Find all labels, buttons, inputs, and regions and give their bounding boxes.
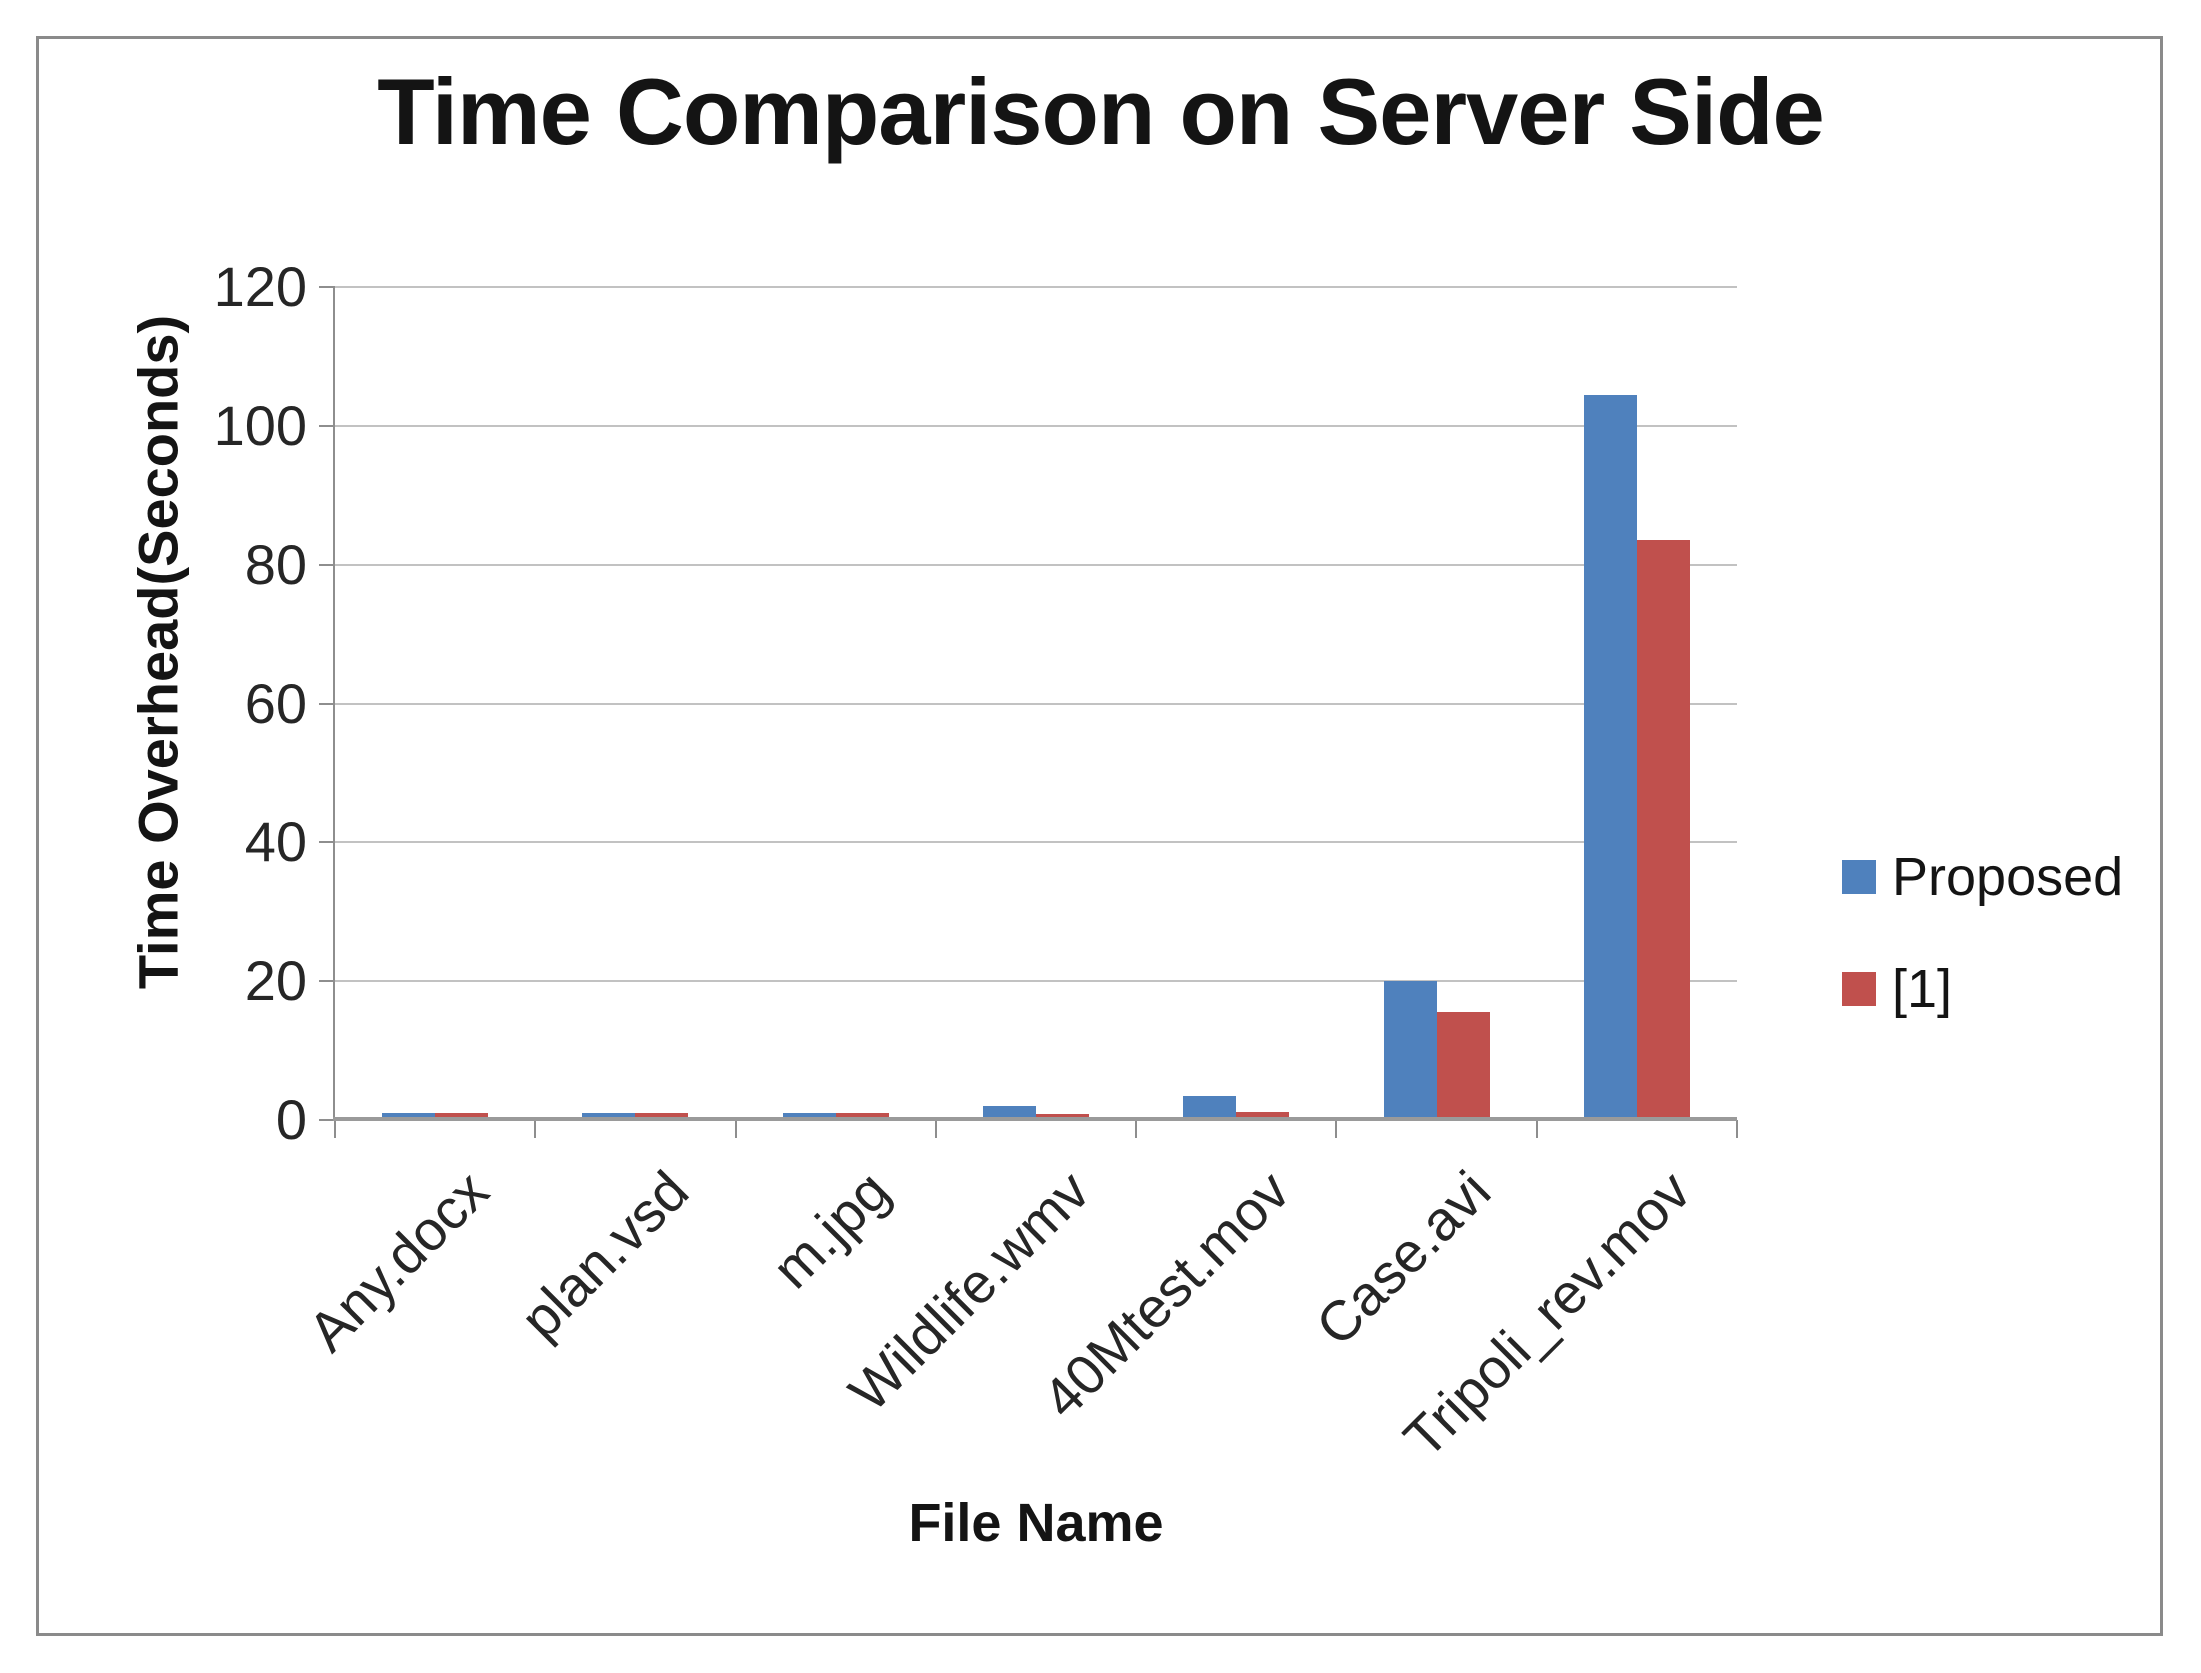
x-axis-title: File Name [908,1493,1164,1553]
bar-proposed-6 [1583,394,1637,1120]
bar-proposed-1 [582,1113,636,1120]
y-tick-label: 40 [244,810,307,874]
legend-label-ref1: [1] [1892,959,1953,1019]
y-tick-mark [319,841,335,844]
x-tick-mark [1736,1120,1738,1138]
legend-swatch-ref1 [1842,972,1876,1006]
x-tick-mark [934,1120,937,1138]
gridline-100 [335,424,1737,427]
y-tick-mark [319,563,335,566]
y-tick-label: 120 [213,255,307,318]
x-tick-mark [1335,1120,1338,1138]
x-tick-mark [1135,1120,1138,1138]
y-tick-label: 0 [275,1088,307,1151]
x-category-label: m.jpg [759,1158,901,1301]
bar-1-5 [1436,1012,1490,1120]
y-tick-mark [319,1119,335,1121]
x-tick-mark [1535,1120,1538,1138]
x-tick-mark [334,1120,336,1138]
chart-title: Time Comparison on Server Side [377,59,1825,164]
legend: Proposed [1] [1842,846,2123,1020]
bar-1-4 [1236,1111,1290,1120]
y-tick-label: 60 [244,671,307,735]
y-tick-label: 20 [244,949,307,1013]
chart-frame [36,36,2163,1636]
x-axis-line [333,1117,1737,1121]
gridline-120 [335,286,1737,288]
bar-1-6 [1636,540,1690,1120]
gridline-60 [335,702,1737,705]
x-category-label: plan.vsd [508,1158,701,1351]
x-category-label: Any.docx [295,1158,501,1364]
y-tick-label: 80 [244,532,307,596]
x-tick-mark [534,1120,537,1138]
gridline-80 [335,563,1737,566]
bar-1-0 [435,1113,489,1120]
legend-label-proposed: Proposed [1892,847,2124,907]
y-tick-mark [319,424,335,427]
x-category-label: Case.avi [1303,1158,1502,1358]
legend-item-proposed: Proposed [1842,846,2123,908]
bar-proposed-5 [1383,981,1437,1120]
y-tick-mark [319,702,335,705]
legend-swatch-proposed [1842,860,1876,894]
gridline-20 [335,980,1737,983]
y-tick-mark [319,286,335,288]
legend-item-ref1: [1] [1842,958,2123,1020]
gridline-40 [335,841,1737,844]
bar-proposed-0 [382,1113,436,1120]
x-tick-mark [734,1120,737,1138]
y-axis-line [333,287,335,1120]
bar-1-1 [635,1113,689,1120]
bar-proposed-3 [983,1106,1036,1120]
y-tick-mark [319,980,335,983]
bar-proposed-4 [1183,1095,1237,1120]
bar-1-2 [835,1113,889,1120]
bar-proposed-2 [782,1113,836,1120]
y-tick-label: 100 [213,393,307,457]
